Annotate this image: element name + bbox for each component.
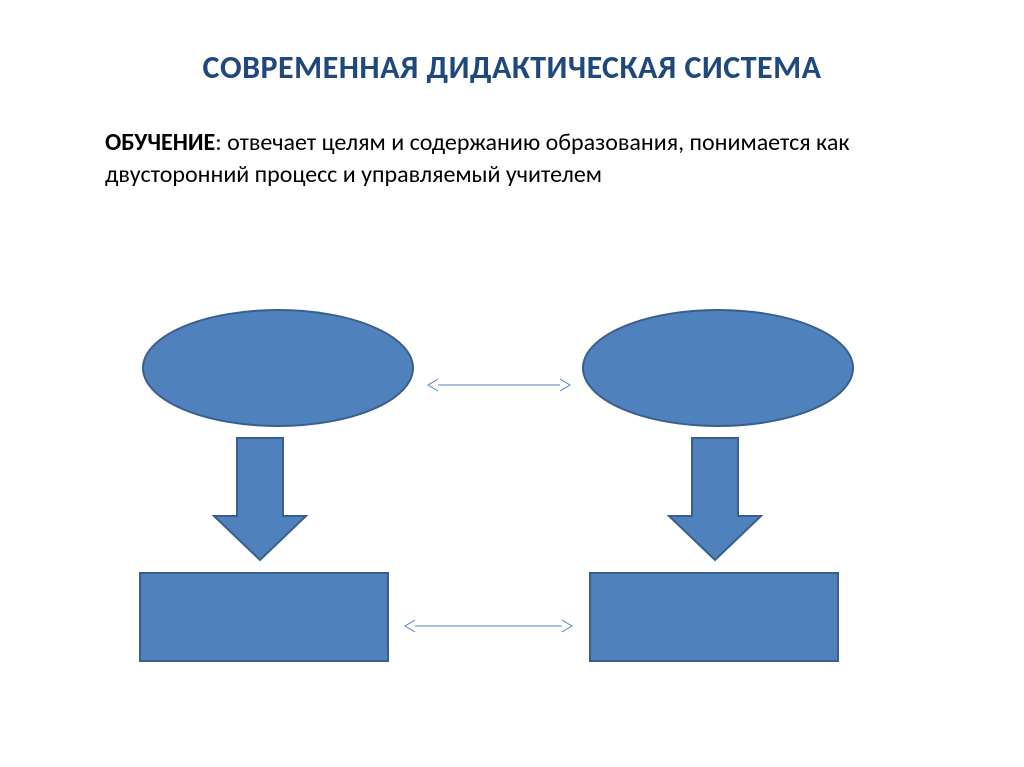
double-arrow-head-right-1 bbox=[562, 620, 572, 632]
ellipse-node-1 bbox=[583, 310, 853, 426]
ellipse-node-0 bbox=[143, 310, 413, 426]
definition-term: ОБУЧЕНИЕ bbox=[105, 128, 215, 157]
double-arrow-head-right-0 bbox=[560, 379, 570, 391]
definition-text: : отвечает целям и содержанию образовани… bbox=[105, 128, 849, 189]
double-arrow-head-left-0 bbox=[428, 379, 438, 391]
rect-node-0 bbox=[140, 573, 388, 661]
definition-paragraph: ОБУЧЕНИЕ: отвечает целям и содержанию об… bbox=[0, 87, 1024, 192]
rect-node-1 bbox=[590, 573, 838, 661]
down-arrow-0 bbox=[214, 438, 306, 560]
down-arrow-1 bbox=[669, 438, 761, 560]
double-arrow-head-left-1 bbox=[405, 620, 415, 632]
page-title: СОВРЕМЕННАЯ ДИДАКТИЧЕСКАЯ СИСТЕМА bbox=[0, 0, 1024, 87]
